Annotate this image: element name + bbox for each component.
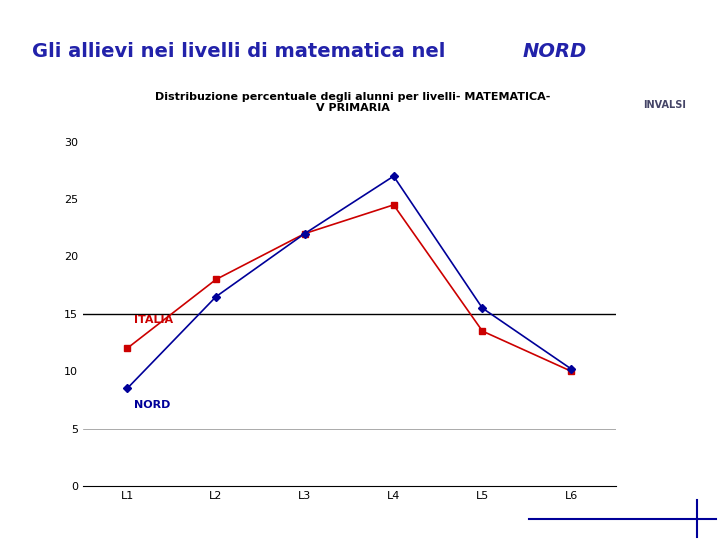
Line: ITALIA: ITALIA bbox=[124, 201, 575, 375]
ITALIA bbox=[300, 230, 309, 237]
ITALIA bbox=[567, 368, 575, 375]
ITALIA bbox=[212, 276, 220, 283]
NORD bbox=[478, 305, 487, 312]
NORD bbox=[567, 366, 575, 372]
NORD bbox=[123, 385, 132, 392]
Text: INVALSI: INVALSI bbox=[643, 100, 686, 110]
Text: Gli allievi nei livelli di matematica nel: Gli allievi nei livelli di matematica ne… bbox=[32, 42, 453, 61]
ITALIA bbox=[390, 201, 398, 208]
NORD bbox=[300, 230, 309, 237]
Text: NORD: NORD bbox=[523, 42, 587, 61]
Text: Distribuzione percentuale degli alunni per livelli- MATEMATICA-: Distribuzione percentuale degli alunni p… bbox=[155, 92, 551, 102]
Text: V PRIMARIA: V PRIMARIA bbox=[316, 103, 390, 113]
ITALIA bbox=[478, 328, 487, 334]
Text: NORD: NORD bbox=[135, 400, 171, 410]
NORD bbox=[390, 173, 398, 179]
Text: ITALIA: ITALIA bbox=[135, 315, 174, 325]
Line: NORD: NORD bbox=[125, 173, 574, 392]
ITALIA bbox=[123, 345, 132, 352]
NORD bbox=[212, 293, 220, 300]
